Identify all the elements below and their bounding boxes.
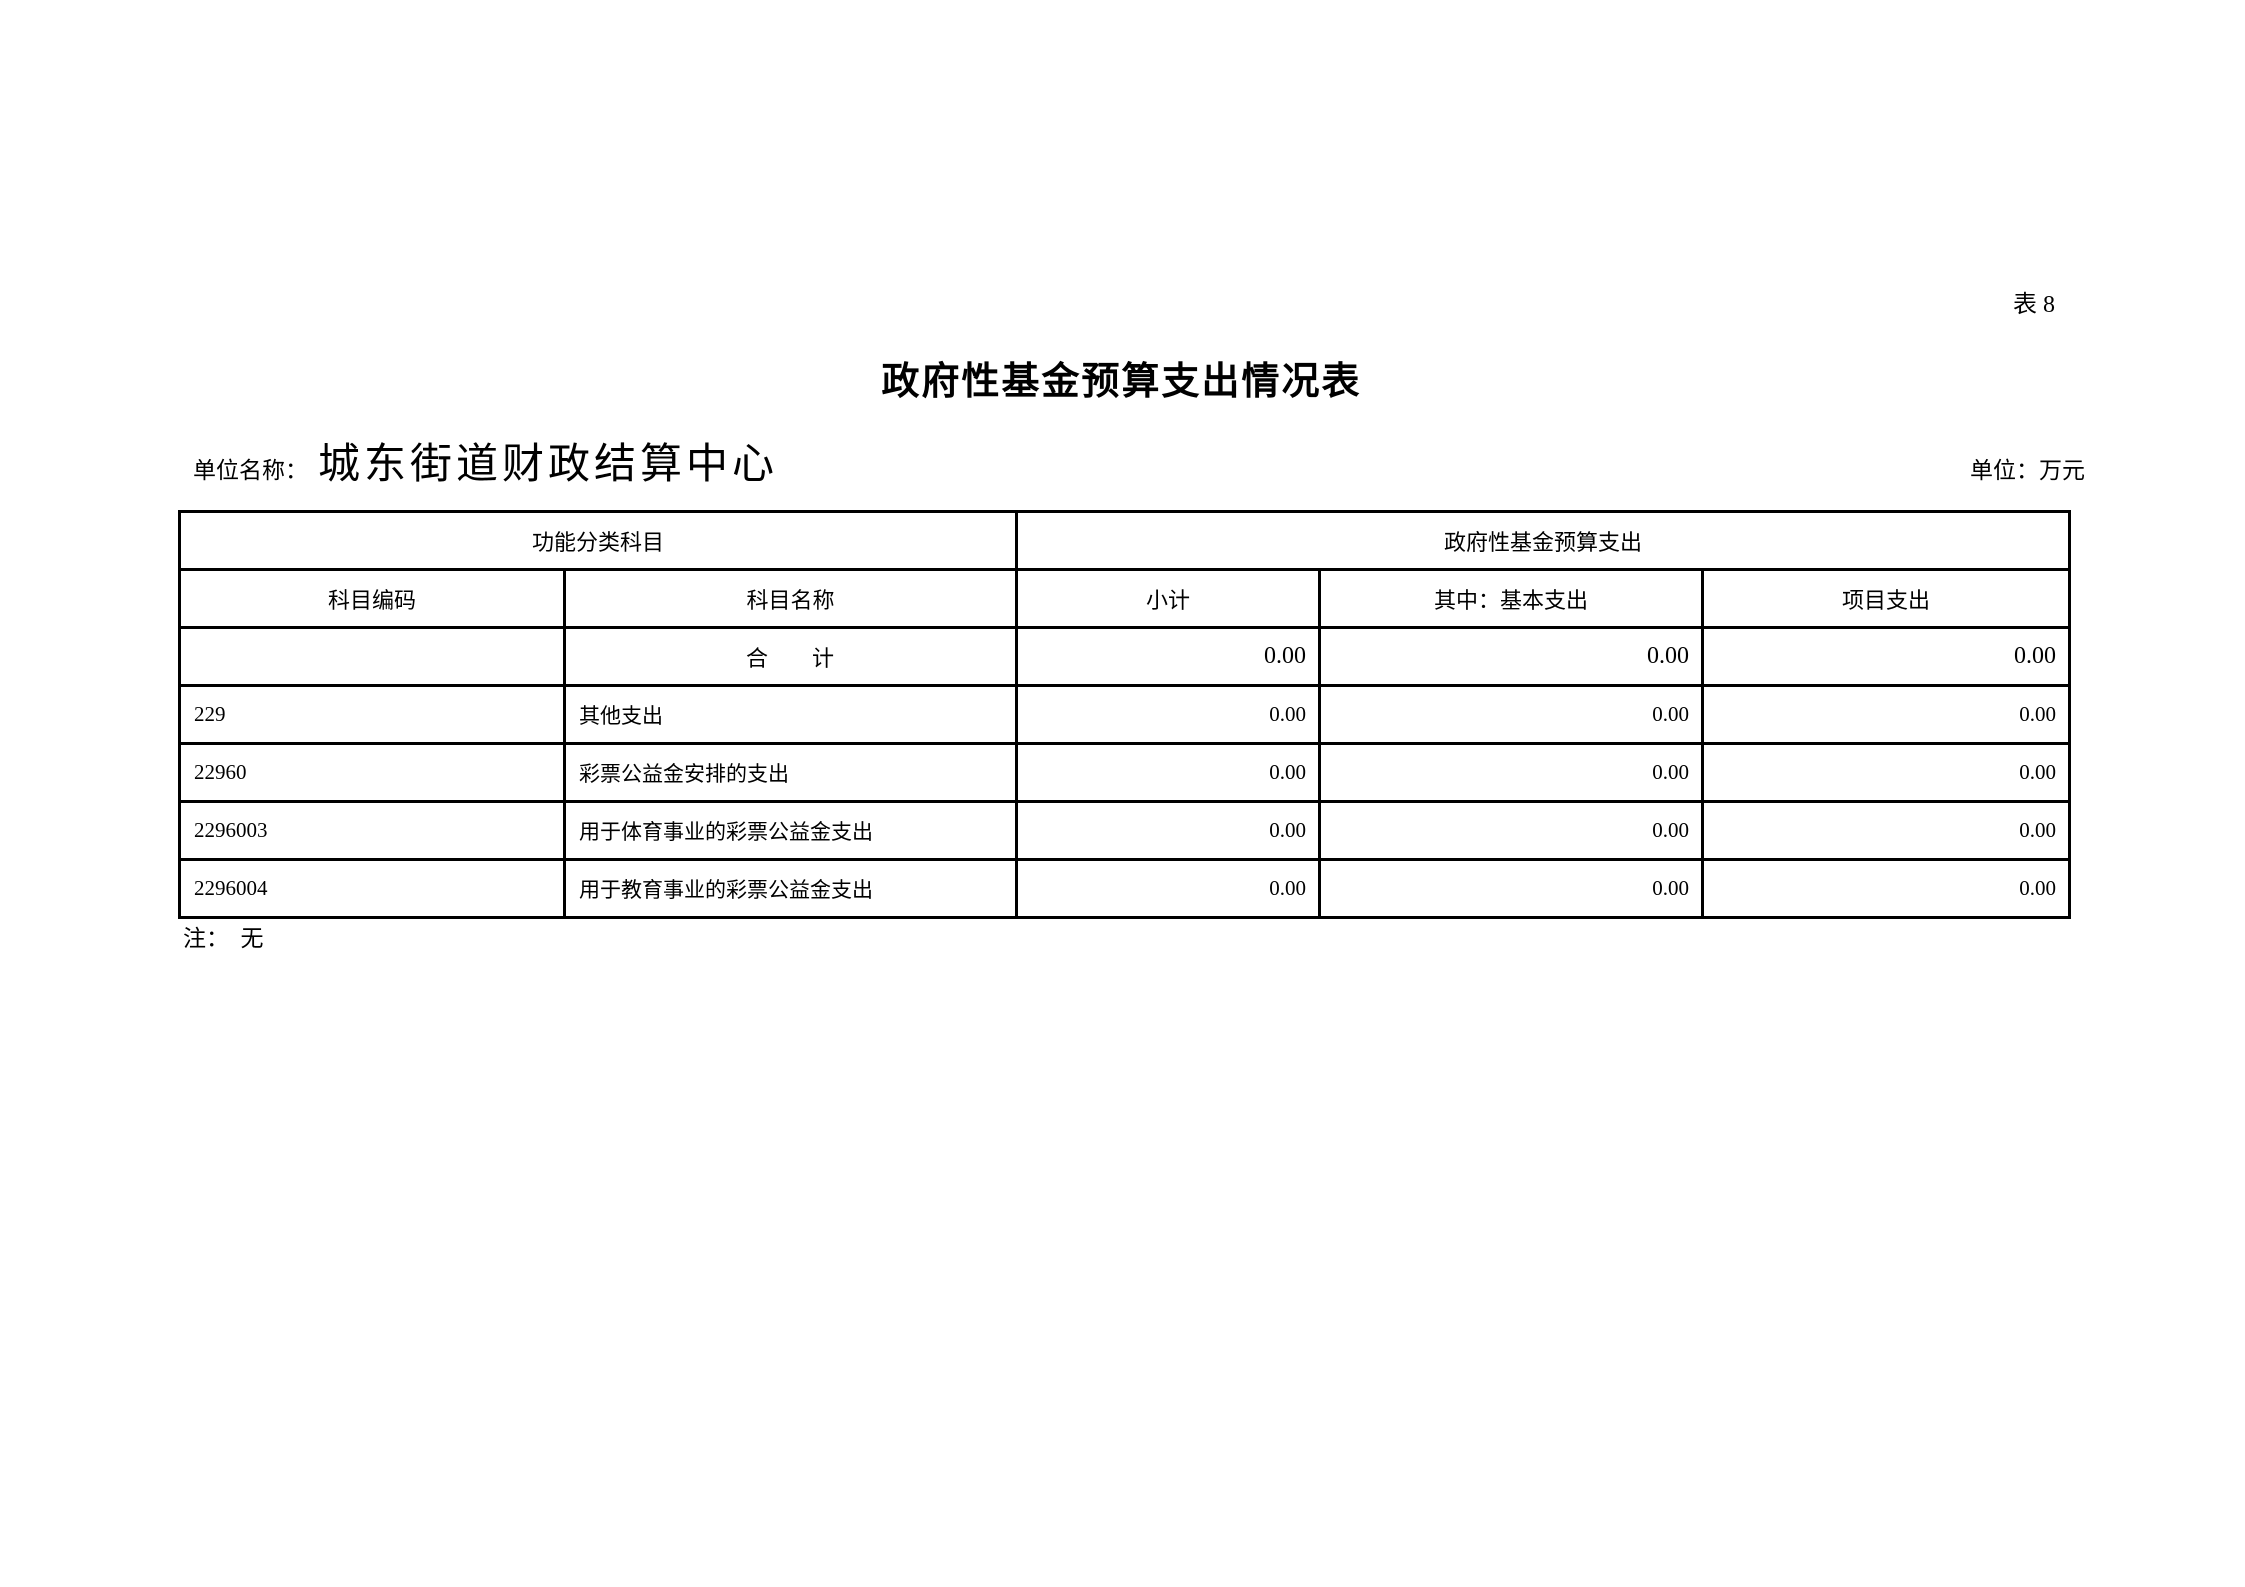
cell-code: 22960: [178, 742, 566, 803]
fund-budget-expenditure-table: 功能分类科目 政府性基金预算支出 科目编码 科目名称 小计 其中：基本支出 项目…: [177, 510, 2072, 919]
cell-project: 0.00: [1701, 800, 2072, 861]
cell-subtotal: 0.00: [1015, 858, 1322, 919]
sheet-number-label: 表 8: [2013, 292, 2055, 318]
cell-name: 彩票公益金安排的支出: [562, 742, 1019, 803]
note-text: 注： 无: [183, 926, 264, 951]
header-columns-row: 科目编码 科目名称 小计 其中：基本支出 项目支出: [178, 568, 2072, 629]
currency-unit-label: 单位：万元: [1970, 458, 2085, 483]
cell-basic: 0.00: [1318, 858, 1705, 919]
cell-project: 0.00: [1701, 858, 2072, 919]
header-basic-expenditure: 其中：基本支出: [1318, 568, 1705, 629]
cell-project: 0.00: [1701, 742, 2072, 803]
table-row: 22960 彩票公益金安排的支出 0.00 0.00 0.00: [178, 742, 2072, 803]
table-row: 229 其他支出 0.00 0.00 0.00: [178, 684, 2072, 745]
cell-code: 2296003: [178, 800, 566, 861]
cell-code: 229: [178, 684, 566, 745]
table-row-total: 合 计 0.00 0.00 0.00: [178, 626, 2072, 687]
header-fund-budget-expenditure: 政府性基金预算支出: [1015, 510, 2072, 571]
cell-name: 其他支出: [562, 684, 1019, 745]
unit-name-label: 单位名称：: [193, 458, 308, 483]
cell-basic: 0.00: [1318, 742, 1705, 803]
header-subject-code: 科目编码: [178, 568, 566, 629]
cell-code: 2296004: [178, 858, 566, 919]
meta-row: 单位名称： 城东街道财政结算中心 单位：万元: [178, 430, 2085, 500]
cell-name: 合 计: [562, 626, 1019, 687]
cell-project: 0.00: [1701, 684, 2072, 745]
header-group-row: 功能分类科目 政府性基金预算支出: [177, 510, 2072, 571]
header-functional-classification: 功能分类科目: [177, 510, 1019, 571]
cell-basic: 0.00: [1318, 684, 1705, 745]
cell-subtotal: 0.00: [1015, 800, 1322, 861]
cell-subtotal: 0.00: [1015, 626, 1322, 687]
table-row: 2296004 用于教育事业的彩票公益金支出 0.00 0.00 0.00: [178, 858, 2072, 919]
cell-code: [178, 626, 566, 687]
cell-subtotal: 0.00: [1015, 742, 1322, 803]
header-project-expenditure: 项目支出: [1701, 568, 2072, 629]
cell-basic: 0.00: [1318, 626, 1705, 687]
cell-name: 用于体育事业的彩票公益金支出: [562, 800, 1019, 861]
cell-subtotal: 0.00: [1015, 684, 1322, 745]
cell-project: 0.00: [1701, 626, 2072, 687]
cell-basic: 0.00: [1318, 800, 1705, 861]
unit-name-value: 城东街道财政结算中心: [318, 442, 779, 488]
header-subtotal: 小计: [1015, 568, 1322, 629]
cell-name: 用于教育事业的彩票公益金支出: [562, 858, 1019, 919]
page-title: 政府性基金预算支出情况表: [881, 361, 1362, 403]
table-row: 2296003 用于体育事业的彩票公益金支出 0.00 0.00 0.00: [178, 800, 2072, 861]
header-subject-name: 科目名称: [562, 568, 1019, 629]
